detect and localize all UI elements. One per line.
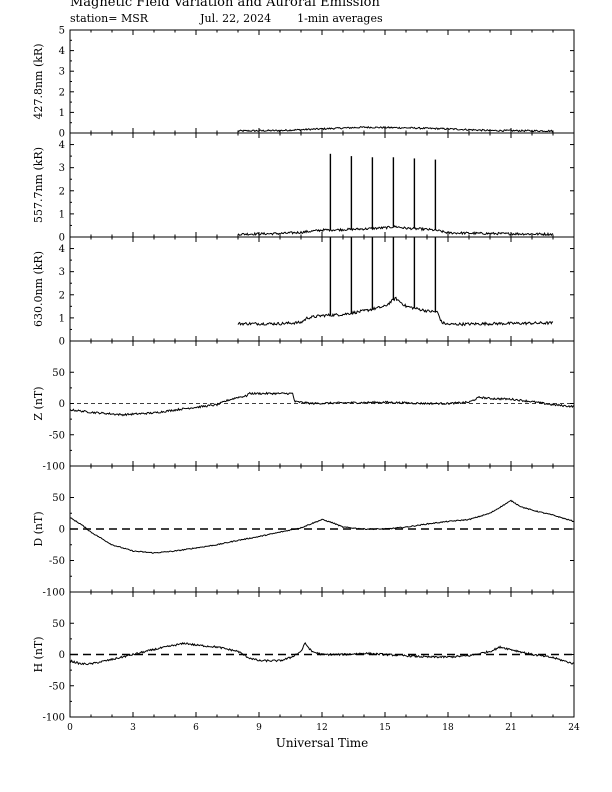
series-line [69,391,575,417]
y-tick-label: 3 [59,163,65,174]
y-tick-label: 1 [59,313,65,324]
panel-3: 0 1 2 3 4 630.0nm (kR) [32,236,575,348]
x-axis-label: Universal Time [276,736,369,750]
panel-4: -100 -50 0 50 Z (nT) [32,340,575,473]
y-tick-label: -50 [49,556,65,567]
x-tick-label: 12 [316,723,327,733]
date-label: Jul. 22, 2024 [200,12,272,25]
y-tick-label: 0 [59,650,65,661]
panel-6: -100 -50 0 50 H (nT) 0 3 6 9 12 15 18 21 24 Universal … [32,591,580,750]
series-line [237,125,554,133]
x-tick-label: 3 [130,723,136,733]
y-tick-label: 0 [59,399,65,410]
x-tick-label: 24 [568,723,580,733]
panel-1: 0 1 2 3 4 5 427.8nm (kR) [32,26,575,140]
y-tick-label: -50 [49,430,65,441]
y-axis-label: 557.7nm (kR) [32,147,45,223]
y-tick-label: 5 [59,26,65,37]
series-line [237,224,554,237]
x-tick-label: 15 [379,723,391,733]
y-axis-label: D (nT) [32,511,45,546]
y-tick-label: 50 [52,368,65,379]
panel-5: -100 -50 0 50 D (nT) [32,465,575,599]
y-tick-label: 50 [52,619,65,630]
x-tick-label: 6 [193,723,199,733]
y-tick-label: -100 [43,588,65,599]
y-tick-label: 4 [59,244,65,255]
y-tick-label: 4 [59,46,65,57]
y-tick-label: 2 [59,290,65,301]
y-tick-label: -100 [43,713,65,724]
y-tick-label: 0 [59,233,65,244]
panel-frame [69,29,575,134]
y-tick-label: 50 [52,493,65,504]
x-tick-label: 18 [442,723,454,733]
y-axis-label: 630.0nm (kR) [32,251,45,327]
panel-2: 0 1 2 3 4 557.7nm (kR) [32,132,575,244]
y-tick-label: 0 [59,129,65,140]
y-tick-label: 2 [59,87,65,98]
panel-frame [69,236,575,342]
y-axis-label: H (nT) [32,636,45,672]
x-tick-label: 21 [505,723,516,733]
panel-frame [69,132,575,238]
series-line [69,642,575,666]
y-axis-label: Z (nT) [32,386,45,420]
y-tick-label: -50 [49,681,65,692]
x-tick-label: 0 [67,723,73,733]
y-tick-label: 3 [59,267,65,278]
y-tick-label: 2 [59,186,65,197]
station-label: station= MSR [70,12,149,25]
y-tick-label: 1 [59,108,65,119]
y-tick-label: 4 [59,140,65,151]
chart-subtitle: station= MSR Jul. 22, 2024 1-min averages [70,12,383,25]
chart-title: Magnetic Field Variation and Auroral Emi… [70,0,380,10]
y-axis-label: 427.8nm (kR) [32,43,45,119]
series-line [237,296,554,327]
y-tick-label: -100 [43,462,65,473]
y-tick-label: 0 [59,525,65,536]
y-tick-label: 0 [59,337,65,348]
series-line [69,499,575,554]
x-tick-label: 9 [256,723,262,733]
y-tick-label: 3 [59,67,65,78]
averaging-label: 1-min averages [297,12,383,25]
y-tick-label: 1 [59,209,65,220]
